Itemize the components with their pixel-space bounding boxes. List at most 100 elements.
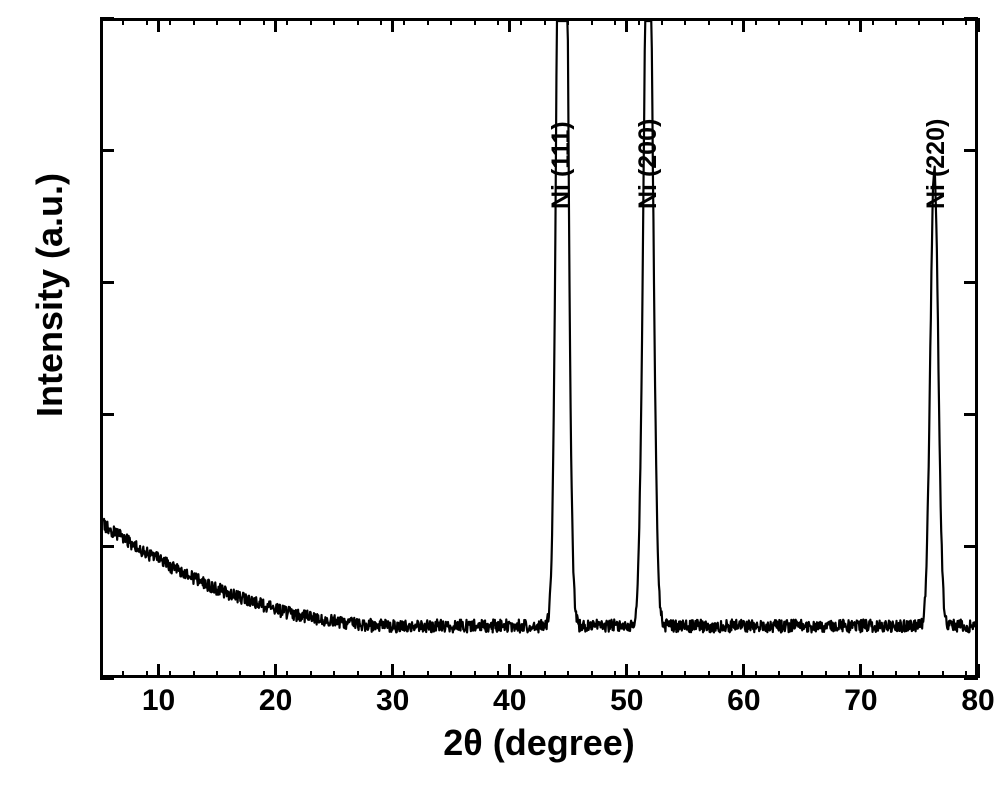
x-tick-major-top [625, 18, 628, 32]
x-tick-label: 50 [610, 684, 643, 718]
x-tick-minor [146, 671, 148, 678]
x-tick-major-top [742, 18, 745, 32]
y-axis-label: Intensity (a.u.) [29, 173, 71, 417]
x-tick-major [625, 664, 628, 678]
x-tick-major-top [508, 18, 511, 32]
x-tick-minor [333, 671, 335, 678]
x-tick-minor-top [520, 18, 522, 25]
x-tick-minor [216, 671, 218, 678]
x-tick-minor-top [942, 18, 944, 25]
x-tick-label: 20 [259, 684, 292, 718]
x-tick-minor [801, 671, 803, 678]
x-tick-minor [263, 671, 265, 678]
x-tick-minor-top [544, 18, 546, 25]
x-tick-minor [427, 671, 429, 678]
xrd-line-plot [103, 21, 975, 675]
x-tick-minor-top [591, 18, 593, 25]
x-tick-minor [380, 671, 382, 678]
x-tick-minor [848, 671, 850, 678]
x-tick-minor [193, 671, 195, 678]
x-tick-minor [122, 671, 124, 678]
peak-label-ni-220-: Ni (220) [922, 119, 951, 209]
x-tick-minor-top [474, 18, 476, 25]
x-tick-minor-top [684, 18, 686, 25]
x-tick-minor [942, 671, 944, 678]
y-tick-major [100, 17, 114, 20]
x-tick-minor-top [333, 18, 335, 25]
x-tick-minor-top [918, 18, 920, 25]
y-tick-major [100, 281, 114, 284]
x-tick-minor-top [825, 18, 827, 25]
x-tick-minor-top [450, 18, 452, 25]
x-tick-minor [731, 671, 733, 678]
x-tick-major-top [977, 18, 980, 32]
y-tick-major [100, 413, 114, 416]
x-tick-label: 60 [727, 684, 760, 718]
x-tick-minor [872, 671, 874, 678]
x-axis-label: 2θ (degree) [443, 722, 635, 764]
x-tick-minor [661, 671, 663, 678]
x-tick-minor [497, 671, 499, 678]
x-tick-minor [895, 671, 897, 678]
x-tick-minor [169, 671, 171, 678]
x-tick-label: 80 [961, 684, 994, 718]
x-tick-minor-top [216, 18, 218, 25]
x-tick-minor [450, 671, 452, 678]
x-tick-major [274, 664, 277, 678]
x-tick-minor [918, 671, 920, 678]
x-tick-minor [755, 671, 757, 678]
x-tick-minor [778, 671, 780, 678]
x-tick-major-top [274, 18, 277, 32]
x-tick-major [391, 664, 394, 678]
x-tick-minor-top [614, 18, 616, 25]
x-tick-label: 10 [142, 684, 175, 718]
x-tick-minor-top [778, 18, 780, 25]
x-tick-minor [708, 671, 710, 678]
x-tick-minor [310, 671, 312, 678]
x-tick-minor-top [731, 18, 733, 25]
peak-label-ni-111-: Ni (111) [547, 122, 576, 210]
plot-area [100, 18, 978, 678]
y-tick-major-right [964, 545, 978, 548]
y-tick-major [100, 677, 114, 680]
x-tick-minor-top [708, 18, 710, 25]
x-tick-minor [638, 671, 640, 678]
x-tick-major [508, 664, 511, 678]
x-tick-minor-top [497, 18, 499, 25]
x-tick-major-top [157, 18, 160, 32]
x-tick-minor [286, 671, 288, 678]
x-tick-minor-top [895, 18, 897, 25]
x-tick-minor-top [286, 18, 288, 25]
x-tick-minor-top [403, 18, 405, 25]
x-tick-minor-top [122, 18, 124, 25]
x-tick-minor-top [427, 18, 429, 25]
x-tick-major [859, 664, 862, 678]
x-tick-minor-top [146, 18, 148, 25]
x-tick-minor [544, 671, 546, 678]
xrd-trace [103, 21, 975, 632]
x-tick-minor-top [848, 18, 850, 25]
x-tick-minor-top [310, 18, 312, 25]
x-tick-minor-top [357, 18, 359, 25]
y-tick-major-right [964, 413, 978, 416]
x-tick-major-top [859, 18, 862, 32]
x-tick-major [742, 664, 745, 678]
x-tick-minor [567, 671, 569, 678]
x-tick-minor [591, 671, 593, 678]
x-tick-minor-top [638, 18, 640, 25]
x-tick-minor [239, 671, 241, 678]
x-tick-label: 40 [493, 684, 526, 718]
x-tick-label: 30 [376, 684, 409, 718]
y-tick-major [100, 149, 114, 152]
x-tick-minor-top [239, 18, 241, 25]
y-tick-major-right [964, 149, 978, 152]
x-tick-minor-top [169, 18, 171, 25]
y-tick-major-right [964, 17, 978, 20]
x-tick-minor-top [567, 18, 569, 25]
y-tick-major [100, 545, 114, 548]
x-tick-major [157, 664, 160, 678]
peak-label-ni-200-: Ni (200) [634, 119, 663, 209]
xrd-figure: Intensity (a.u.) 2θ (degree) 10 20 30 40 50 6… [0, 0, 1000, 805]
x-tick-minor [684, 671, 686, 678]
x-tick-minor-top [263, 18, 265, 25]
